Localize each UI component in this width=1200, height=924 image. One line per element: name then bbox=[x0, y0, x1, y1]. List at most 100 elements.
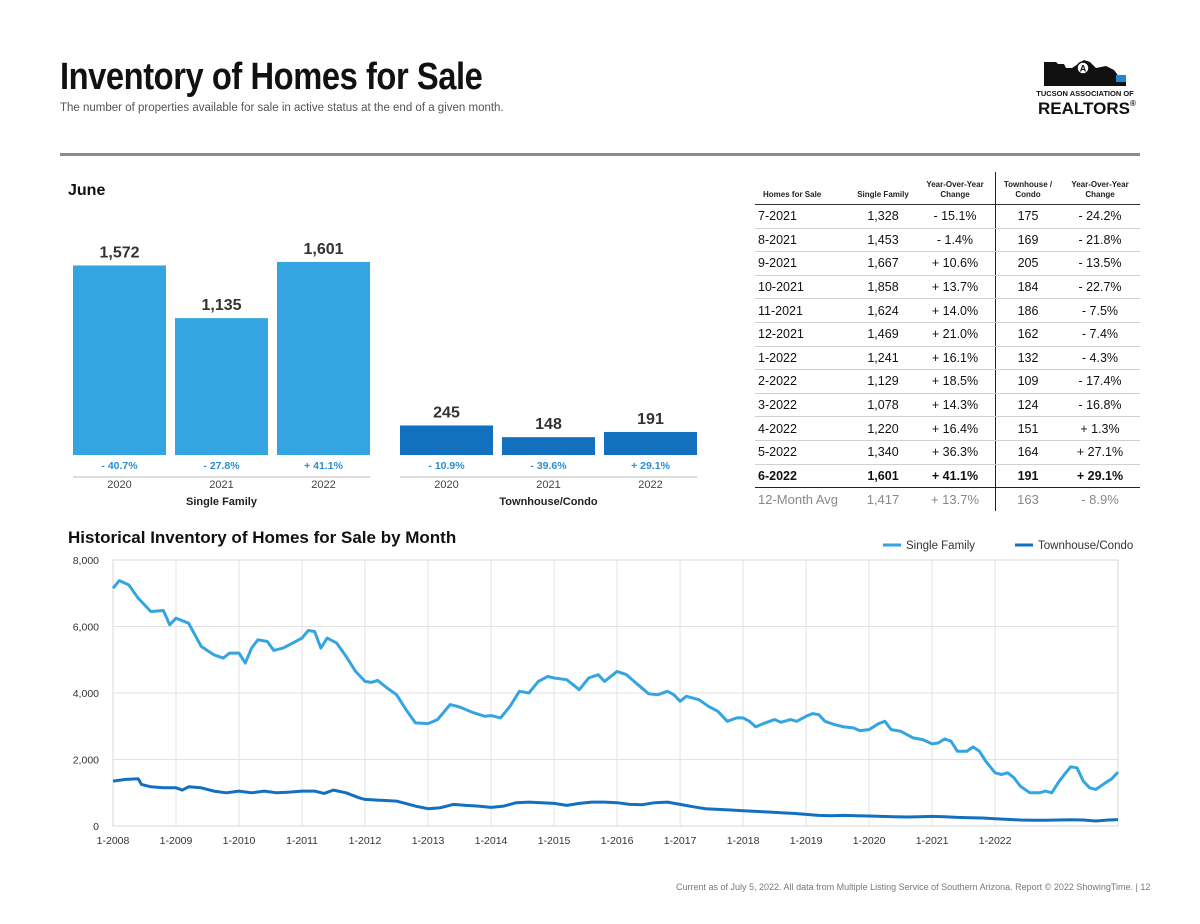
table-cell: 7-2021 bbox=[755, 204, 851, 229]
bar-value-label: 1,135 bbox=[201, 297, 241, 314]
table-header-row: Homes for Sale Single Family Year-Over-Y… bbox=[755, 172, 1140, 205]
table-cell: + 21.0% bbox=[915, 322, 996, 347]
table-cell: 9-2021 bbox=[755, 251, 851, 276]
bar bbox=[277, 261, 370, 455]
table-cell: - 1.4% bbox=[915, 228, 996, 253]
table-header: Year-Over-Year Change bbox=[915, 172, 996, 205]
table-row: 8-2021 1,453- 1.4% 169- 21.8% bbox=[755, 228, 1140, 253]
table-cell: + 16.4% bbox=[915, 416, 996, 441]
change-label: - 10.9% bbox=[428, 460, 465, 472]
table-cell: 1,417 bbox=[866, 491, 900, 507]
x-tick-label: 2022 bbox=[311, 479, 335, 491]
change-label: - 39.6% bbox=[530, 460, 567, 472]
x-tick-label: 1-2010 bbox=[223, 835, 256, 847]
table-cell: 1,453 bbox=[851, 228, 915, 253]
table-cell: 1,328 bbox=[851, 204, 915, 229]
table-cell: + 13.7% bbox=[915, 487, 996, 511]
table-cell: + 18.5% bbox=[915, 369, 996, 394]
x-tick-label: 2021 bbox=[536, 479, 560, 491]
table-cell: 3-2022 bbox=[755, 393, 851, 418]
table-row: 5-2022 1,340 + 36.3% 164 + 27.1% bbox=[755, 440, 1140, 465]
x-tick-label: 1-2009 bbox=[160, 835, 193, 847]
table-cell: + 14.3% bbox=[915, 393, 996, 418]
table-cell: 1,078 bbox=[851, 393, 915, 418]
group-label: Townhouse/Condo bbox=[499, 496, 597, 508]
table-cell: - 7.4% bbox=[1060, 322, 1140, 347]
table-cell: + 14.0% bbox=[915, 298, 996, 323]
table-cell: - 16.8% bbox=[1060, 393, 1140, 418]
registered-mark: ® bbox=[1130, 99, 1136, 108]
y-tick-label: 2,000 bbox=[73, 755, 99, 767]
table-cell: 6-2022 bbox=[755, 464, 851, 489]
table-row: 12-2021 1,469 + 21.0% 162- 7.4% bbox=[755, 322, 1140, 347]
table-cell: - 13.5% bbox=[1060, 251, 1140, 276]
x-tick-label: 1-2015 bbox=[538, 835, 571, 847]
table-row: 12-Month Avg 1,417 + 13.7% 163 - 8.9% bbox=[755, 487, 1140, 511]
table-cell: + 29.1% bbox=[1060, 464, 1140, 489]
footer-note: Current as of July 5, 2022. All data fro… bbox=[676, 882, 1151, 892]
x-tick-label: 1-2011 bbox=[286, 835, 318, 847]
x-tick-label: 1-2022 bbox=[979, 835, 1012, 847]
table-header: Single Family bbox=[851, 172, 915, 205]
table-cell: + 10.6% bbox=[915, 251, 996, 276]
table-cell: 1-2022 bbox=[755, 346, 851, 371]
table-cell: + 1.3% bbox=[1060, 416, 1140, 441]
change-label: + 41.1% bbox=[304, 460, 343, 472]
bar-value-label: 245 bbox=[433, 404, 460, 421]
table-header: Homes for Sale bbox=[755, 172, 851, 205]
table-cell: 164 bbox=[995, 440, 1060, 465]
table-cell: 1,469 bbox=[851, 322, 915, 347]
table-cell: - 22.7% bbox=[1060, 275, 1140, 300]
x-tick-label: 1-2016 bbox=[601, 835, 634, 847]
table-cell: 4-2022 bbox=[755, 416, 851, 441]
table-cell: 124 bbox=[995, 393, 1060, 418]
legend-label: Townhouse/Condo bbox=[1038, 540, 1133, 552]
table-cell: 169 bbox=[995, 228, 1060, 253]
page-subtitle: The number of properties available for s… bbox=[60, 102, 504, 114]
x-tick-label: 2020 bbox=[434, 479, 458, 491]
table-cell: - 15.1% bbox=[915, 204, 996, 229]
table-cell: 163 bbox=[1017, 491, 1039, 507]
x-tick-label: 1-2018 bbox=[727, 835, 760, 847]
table-cell: 11-2021 bbox=[755, 298, 851, 323]
table-cell: - 17.4% bbox=[1060, 369, 1140, 394]
plot-frame bbox=[112, 559, 1119, 827]
table-cell: + 41.1% bbox=[915, 464, 996, 489]
x-tick-label: 1-2014 bbox=[475, 835, 508, 847]
table-cell: 1,667 bbox=[851, 251, 915, 276]
header-divider bbox=[60, 153, 1140, 156]
table-cell: - 4.3% bbox=[1060, 346, 1140, 371]
table-cell: 184 bbox=[995, 275, 1060, 300]
bar-chart-title: June bbox=[68, 182, 106, 199]
single-family-line bbox=[111, 579, 1120, 795]
table-cell: 12-Month Avg bbox=[758, 491, 838, 507]
logo-text-line2: REALTORS bbox=[1038, 99, 1130, 118]
x-tick-label: 1-2020 bbox=[853, 835, 886, 847]
bar-chart: 1,572 - 40.7% 2020 1,135 - 27.8% 2021 1,601 + 4… bbox=[73, 241, 697, 508]
table-row: 2-2022 1,129 + 18.5% 109- 17.4% bbox=[755, 369, 1140, 394]
change-label: + 29.1% bbox=[631, 460, 670, 472]
table-row: 3-2022 1,078 + 14.3% 124- 16.8% bbox=[755, 393, 1140, 418]
logo-text-line1: TUCSON ASSOCIATION OF bbox=[1036, 89, 1134, 98]
y-tick-label: 6,000 bbox=[73, 622, 99, 634]
x-tick-label: 2021 bbox=[209, 479, 233, 491]
table-cell: 1,220 bbox=[851, 416, 915, 441]
table-row: 1-2022 1,241 + 16.1% 132- 4.3% bbox=[755, 346, 1140, 371]
line-chart-title: Historical Inventory of Homes for Sale b… bbox=[68, 528, 457, 547]
table-cell: - 7.5% bbox=[1060, 298, 1140, 323]
table-cell: 151 bbox=[995, 416, 1060, 441]
bar bbox=[175, 318, 268, 455]
bar-value-label: 148 bbox=[535, 416, 562, 433]
table-row: 4-2022 1,220 + 16.4% 151 + 1.3% bbox=[755, 416, 1140, 441]
table-header: Townhouse / Condo bbox=[995, 172, 1060, 205]
table-cell: 191 bbox=[995, 464, 1060, 489]
line-chart: 1-2008 1-2009 1-2010 1-2011 1-2012 1-2013 1-20… bbox=[73, 540, 1134, 847]
y-tick-label: 8,000 bbox=[73, 555, 99, 567]
bar-value-label: 1,601 bbox=[303, 241, 343, 258]
table-header: Year-Over-Year Change bbox=[1060, 172, 1140, 205]
table-cell: + 27.1% bbox=[1060, 440, 1140, 465]
table-cell: + 36.3% bbox=[915, 440, 996, 465]
x-tick-label: 1-2021 bbox=[916, 835, 949, 847]
table-cell: + 16.1% bbox=[915, 346, 996, 371]
bar bbox=[73, 265, 166, 455]
